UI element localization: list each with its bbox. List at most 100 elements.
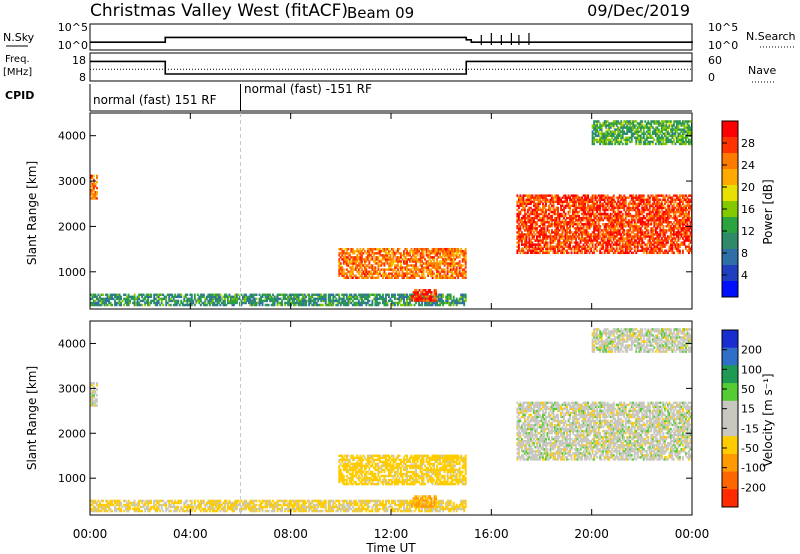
colorbar-tick-label: -100	[741, 462, 766, 475]
beam-label: Beam 09	[347, 4, 414, 22]
colorbar-swatch	[722, 489, 738, 508]
y-tick-label: 2000	[58, 427, 86, 440]
sky-panel-frame	[89, 23, 693, 51]
date-label: 09/Dec/2019	[587, 1, 690, 20]
colorbar-tick-label: 15	[741, 403, 755, 416]
power-region-strong-core	[411, 289, 438, 302]
sky-right-tick-top: 10^5	[708, 21, 738, 34]
power-region-high-range-scatter	[591, 120, 692, 146]
x-tick-label: 12:00	[374, 527, 409, 541]
power-region-ground-scatter-low	[90, 293, 467, 307]
velocity-region-night-band	[516, 401, 692, 461]
velocity-region-strong-core	[411, 495, 438, 508]
search-noise-spikes	[480, 33, 530, 45]
colorbar-tick-label: 50	[741, 383, 755, 396]
cpid-label: CPID	[5, 89, 34, 102]
colorbar-swatch	[722, 365, 738, 384]
colorbar-swatch	[722, 201, 738, 218]
colorbar-swatch	[722, 265, 738, 282]
colorbar-tick-label: 28	[741, 137, 755, 150]
time-axis-label: Time UT	[365, 541, 416, 554]
power-scatter	[90, 120, 692, 307]
velocity-colorbar-label: Velocity [m s⁻¹]	[761, 373, 775, 466]
x-tick-label: 00:00	[73, 527, 108, 541]
cpid-segment-2: normal (fast) -151 RF	[244, 82, 372, 96]
colorbar-tick-label: -15	[741, 422, 759, 435]
velocity-ylabel: Slant Range [km]	[25, 366, 39, 470]
y-tick-label: 3000	[58, 382, 86, 395]
y-tick-label: 4000	[58, 130, 86, 143]
sky-right-label: N.Search	[746, 30, 796, 43]
velocity-y-ticks: 1000 2000 3000 4000	[58, 321, 692, 515]
colorbar-tick-label: 16	[741, 203, 755, 216]
freq-panel-frame	[89, 52, 693, 82]
colorbar-tick-label: -200	[741, 481, 766, 494]
colorbar-swatch	[722, 121, 738, 138]
velocity-region-evening-patch	[338, 454, 467, 486]
colorbar-tick-label: 24	[741, 159, 755, 172]
sky-left-tick-bottom: 10^0	[58, 39, 88, 52]
y-tick-label: 2000	[58, 220, 86, 233]
y-tick-label: 1000	[58, 472, 86, 485]
sky-left-label: N.Sky	[3, 31, 35, 44]
station-title: Christmas Valley West (fitACF)	[90, 1, 348, 21]
colorbar-swatch	[722, 471, 738, 490]
colorbar-swatch	[722, 281, 738, 298]
colorbar-swatch	[722, 453, 738, 473]
colorbar-swatch	[722, 383, 738, 402]
x-tick-label: 08:00	[273, 527, 308, 541]
colorbar-tick-label: 200	[741, 344, 762, 357]
sky-noise-trace	[90, 36, 693, 43]
x-tick-label: 20:00	[574, 527, 609, 541]
x-tick-label: 04:00	[173, 527, 208, 541]
colorbar-swatch	[722, 436, 738, 455]
freq-label-1: Freq.	[5, 54, 30, 65]
velocity-region-ground-scatter-low	[90, 499, 467, 513]
colorbar-tick-label: 12	[741, 225, 755, 238]
nave-tick-top: 60	[708, 54, 722, 67]
colorbar-swatch	[722, 347, 738, 366]
y-tick-label: 4000	[58, 337, 86, 350]
colorbar-swatch	[722, 233, 738, 250]
power-ylabel: Slant Range [km]	[25, 161, 39, 265]
colorbar-swatch	[722, 185, 738, 202]
power-region-evening-patch	[338, 247, 467, 280]
freq-tick-top: 18	[72, 54, 86, 67]
power-colorbar-label: Power [dB]	[761, 179, 775, 244]
power-region-night-band	[516, 194, 692, 255]
nave-tick-bottom: 0	[708, 71, 715, 84]
colorbar-swatch	[722, 400, 738, 419]
sky-right-tick-bottom: 10^0	[708, 39, 738, 52]
sky-left-tick-top: 10^5	[58, 21, 88, 34]
colorbar-tick-label: 20	[741, 181, 755, 194]
x-tick-label: 16:00	[474, 527, 509, 541]
velocity-region-high-range-scatter	[591, 328, 692, 353]
colorbar-tick-label: 8	[741, 247, 748, 260]
velocity-colorbar: 200 100 50 15 -15 -50 -100 -200	[721, 329, 766, 508]
colorbar-swatch	[722, 249, 738, 266]
y-tick-label: 1000	[58, 266, 86, 279]
velocity-scatter	[90, 328, 692, 513]
power-region-early-echo	[90, 174, 98, 200]
frequency-trace	[90, 60, 692, 75]
colorbar-swatch	[722, 153, 738, 170]
cpid-segment-1: normal (fast) 151 RF	[93, 93, 217, 107]
colorbar-swatch	[722, 137, 738, 154]
colorbar-tick-label: 4	[741, 269, 748, 282]
power-y-ticks: 1000 2000 3000 4000	[58, 113, 692, 309]
colorbar-swatch	[722, 418, 738, 437]
freq-tick-bottom: 8	[79, 71, 86, 84]
nave-label: Nave	[748, 64, 776, 77]
colorbar-swatch	[722, 330, 738, 349]
freq-label-2: [MHz]	[3, 67, 32, 78]
colorbar-tick-label: 100	[741, 363, 762, 376]
power-colorbar: 28 24 20 16 12 8 4	[721, 120, 755, 298]
colorbar-swatch	[722, 169, 738, 186]
time-axis-ticks: 00:00 04:00 08:00 12:00 16:00 20:00 00:00	[73, 113, 710, 541]
y-tick-label: 3000	[58, 175, 86, 188]
velocity-region-early-echo	[90, 382, 98, 407]
colorbar-swatch	[722, 217, 738, 234]
x-tick-label: 00:00	[675, 527, 710, 541]
